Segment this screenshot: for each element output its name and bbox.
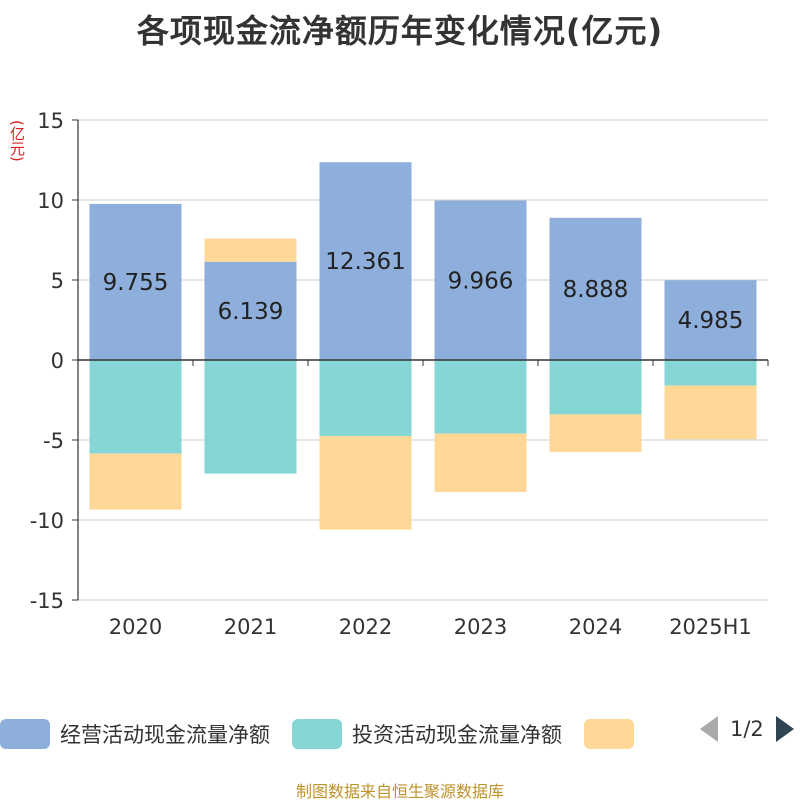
chart-canvas: -15 -10 -5 0 5 10 15 9.755 6.139 12.361 9.966 8.888… [30,109,769,639]
bar-2-2021 [204,360,297,474]
y-tick-label: 5 [51,269,64,293]
bar-2-2025H1 [664,360,757,386]
legend: 经营活动现金流量净额 投资活动现金流量净额 [0,714,800,754]
bar-2-2022 [319,360,412,436]
x-tick-label: 2020 [109,615,162,639]
y-tick-label: -5 [43,429,64,453]
bar-1-2024 [549,217,642,360]
y-tick-label: 10 [37,189,64,213]
legend-pager: 1/2 [700,716,794,742]
legend-item-operating[interactable]: 经营活动现金流量净额 [0,719,270,749]
x-tick-label: 2024 [569,615,622,639]
pager-prev-icon[interactable] [700,716,718,742]
bar-3-2025H1 [664,385,757,440]
data-label: 12.361 [325,249,405,275]
y-axis-unit-label: (亿元) [8,120,26,162]
data-label: 6.139 [218,299,284,325]
legend-label-investing: 投资活动现金流量净额 [352,723,562,747]
legend-item-financing[interactable] [584,719,644,749]
source-footer: 制图数据来自恒生聚源数据库 [295,782,504,801]
bar-1-2023 [434,200,527,360]
bar-3-2022 [319,436,412,530]
pager-text: 1/2 [730,717,764,741]
bar-2-2024 [549,360,642,415]
data-label: 4.985 [678,308,744,334]
y-tick-label: 15 [37,109,64,133]
legend-swatch-operating [0,719,50,749]
data-label: 9.966 [448,268,514,294]
x-tick-label: 2023 [454,615,507,639]
legend-swatch-investing [292,719,342,749]
x-tick-label: 2022 [339,615,392,639]
bar-3-2021 [204,238,297,262]
bar-1-2021 [204,261,297,360]
y-tick-label: 0 [51,349,64,373]
legend-item-investing[interactable]: 投资活动现金流量净额 [292,719,562,749]
bar-1-2020 [89,203,182,360]
bar-3-2023 [434,433,527,492]
bar-2-2023 [434,360,527,434]
bar-1-2025H1 [664,280,757,360]
chart-title: 各项现金流净额历年变化情况(亿元) [136,12,664,50]
data-label: 8.888 [563,277,629,303]
bar-3-2024 [549,414,642,452]
y-tick-label: -10 [30,509,64,533]
x-tick-label: 2025H1 [669,615,752,639]
bar-1-2022 [319,162,412,360]
legend-label-operating: 经营活动现金流量净额 [60,723,270,747]
data-label: 9.755 [103,270,169,296]
legend-swatch-financing [584,719,634,749]
bar-2-2020 [89,360,182,454]
x-tick-label: 2021 [224,615,277,639]
pager-next-icon[interactable] [775,716,794,742]
y-tick-label: -15 [30,589,64,613]
bar-3-2020 [89,453,182,510]
